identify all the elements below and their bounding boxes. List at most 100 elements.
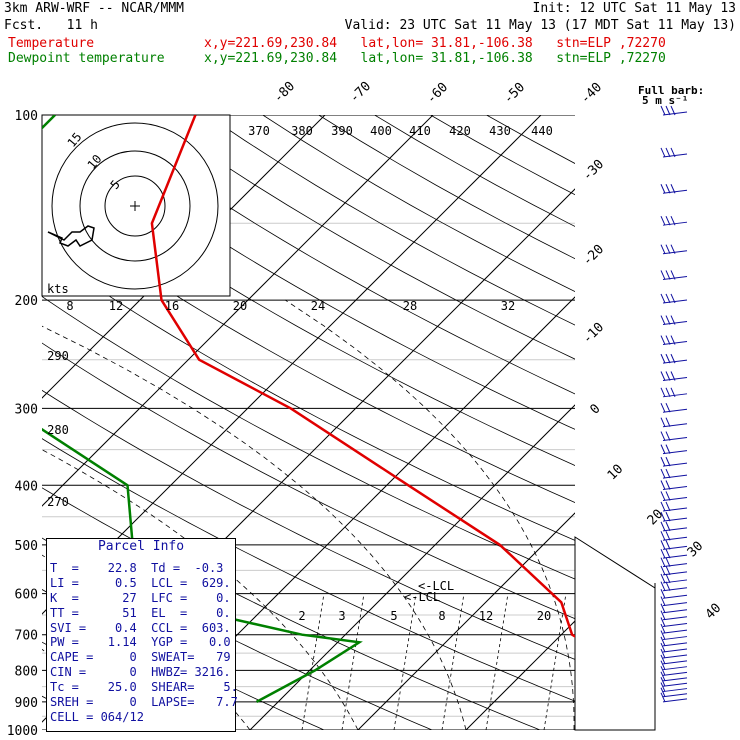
wind-barb-shaft bbox=[662, 450, 688, 455]
temperature-legend-info: x,y=221.69,230.84 lat,lon= 31.81,-106.38… bbox=[204, 36, 666, 51]
parcel-row: TT = 51 EL = 0. bbox=[50, 605, 231, 620]
wind-barb-flag bbox=[665, 444, 671, 454]
wind-barb-shaft bbox=[662, 648, 688, 653]
wind-barb bbox=[660, 402, 688, 413]
wind-barb-flag bbox=[665, 456, 671, 467]
wind-barb bbox=[660, 671, 688, 682]
dry-adiabat bbox=[42, 342, 575, 620]
dewpoint-legend-info: x,y=221.69,230.84 lat,lon= 31.81,-106.38… bbox=[204, 51, 666, 66]
wind-barb bbox=[660, 540, 688, 550]
parcel-row: SREH = 0 LAPSE= 7.7 bbox=[50, 695, 238, 710]
wind-barb-flag bbox=[670, 105, 676, 116]
wind-barb bbox=[660, 456, 688, 467]
hodo-speed-label-8: 8 bbox=[66, 299, 73, 313]
wind-barb bbox=[660, 642, 688, 653]
wind-barb-flag bbox=[660, 589, 666, 599]
parcel-info-panel: Parcel Info T = 22.8 Td = -0.3 LI = 0.5 L… bbox=[46, 538, 238, 732]
wind-barb bbox=[660, 335, 688, 346]
wind-barb bbox=[660, 371, 688, 381]
wind-barb-flag bbox=[660, 666, 666, 676]
wind-barb-flag bbox=[670, 315, 676, 325]
wind-barb-shaft bbox=[662, 609, 688, 614]
wind-barb-shaft bbox=[662, 536, 688, 541]
wind-barb-flag bbox=[665, 417, 671, 427]
wind-barb-shaft bbox=[662, 221, 688, 226]
wind-barb-flag bbox=[665, 371, 671, 381]
wind-barb bbox=[660, 581, 688, 592]
wind-barb-flag bbox=[660, 353, 666, 364]
wind-barb bbox=[660, 480, 688, 490]
wind-barb-flag bbox=[670, 215, 676, 226]
pressure-label-600: 600 bbox=[15, 588, 38, 603]
mixing-ratio-label-3: 3 bbox=[338, 609, 345, 623]
parcel-row: CAPE = 0 SWEAT= 79 bbox=[50, 650, 231, 665]
wind-barb-flag bbox=[660, 147, 666, 158]
temp-label-10: 10 bbox=[605, 462, 627, 484]
parcel-row: CIN = 0 HWBZ= 3216. bbox=[50, 665, 231, 680]
dry-adiabat bbox=[206, 115, 575, 326]
wind-barb-shaft bbox=[662, 377, 688, 381]
wind-barb-shaft bbox=[662, 682, 688, 687]
wind-barb-shaft bbox=[662, 616, 688, 621]
temp-label--30: -30 bbox=[580, 157, 607, 184]
wind-barb-flag bbox=[660, 548, 666, 559]
wind-barb-flag bbox=[660, 402, 666, 413]
wind-barb-shaft bbox=[662, 579, 688, 584]
isotherm bbox=[42, 115, 542, 615]
wind-barb-flag bbox=[660, 315, 666, 325]
temp-label-0: 0 bbox=[587, 401, 603, 417]
wind-barb-shaft bbox=[662, 437, 688, 442]
wind-barb-flag bbox=[665, 147, 671, 158]
wind-barb bbox=[660, 666, 688, 676]
wind-barb-flag bbox=[660, 660, 666, 670]
wind-barb bbox=[660, 617, 688, 627]
wind-barb bbox=[660, 353, 688, 364]
wind-barb bbox=[660, 444, 688, 455]
wind-barb-shaft bbox=[662, 654, 688, 659]
wind-barb bbox=[660, 548, 688, 559]
wind-barb-shaft bbox=[662, 153, 688, 158]
mixing-ratio-line bbox=[543, 593, 567, 730]
dry-adiabat bbox=[94, 115, 575, 395]
theta-label-380: 380 bbox=[291, 124, 313, 138]
dry-adiabat bbox=[42, 438, 575, 702]
wind-barb-flag bbox=[665, 244, 671, 254]
hodo-speed-label-20: 20 bbox=[233, 299, 247, 313]
dry-adiabat bbox=[42, 116, 575, 430]
wind-barb bbox=[660, 293, 688, 304]
wind-barb-flag bbox=[660, 531, 666, 541]
wind-barb-flag bbox=[660, 540, 666, 550]
wind-barb-flag bbox=[665, 315, 671, 325]
wind-barb-flag bbox=[660, 244, 666, 254]
wind-barb-flag bbox=[660, 687, 666, 697]
wind-barb-flag bbox=[665, 402, 671, 413]
wind-barb bbox=[660, 630, 688, 641]
wind-barb-shaft bbox=[662, 666, 688, 671]
temp-label--40: -40 bbox=[578, 80, 605, 107]
wind-barb-flag bbox=[660, 648, 666, 659]
barb-units: 5 m s⁻¹ bbox=[642, 94, 688, 107]
dry-adiabat bbox=[42, 250, 575, 541]
wind-barb-flag bbox=[660, 293, 666, 304]
wind-barb-flag bbox=[660, 184, 666, 194]
temperature-profile bbox=[150, 115, 575, 638]
parcel-row: K = 27 LFC = 0. bbox=[50, 590, 231, 605]
wind-barb-shaft bbox=[662, 359, 688, 364]
hodo-speed-label-24: 24 bbox=[311, 299, 325, 313]
temperature-legend-label: Temperature bbox=[8, 36, 95, 51]
wind-barb bbox=[660, 573, 688, 584]
wind-barb-flag bbox=[660, 603, 666, 613]
theta-label-390: 390 bbox=[331, 124, 353, 138]
wind-barb-flag bbox=[665, 293, 671, 304]
wind-barb-flag bbox=[670, 184, 676, 194]
wind-barb bbox=[660, 491, 688, 501]
wind-barb bbox=[660, 147, 688, 158]
wind-barb-shaft bbox=[662, 677, 688, 682]
mixing-ratio-label-2: 2 bbox=[298, 609, 305, 623]
theta-label-280: 280 bbox=[47, 423, 69, 437]
dry-adiabat bbox=[42, 296, 575, 580]
wind-barb bbox=[660, 692, 688, 703]
wind-barb-flag bbox=[665, 501, 671, 512]
pressure-label-800: 800 bbox=[15, 664, 38, 679]
moist-adiabat bbox=[42, 449, 359, 730]
